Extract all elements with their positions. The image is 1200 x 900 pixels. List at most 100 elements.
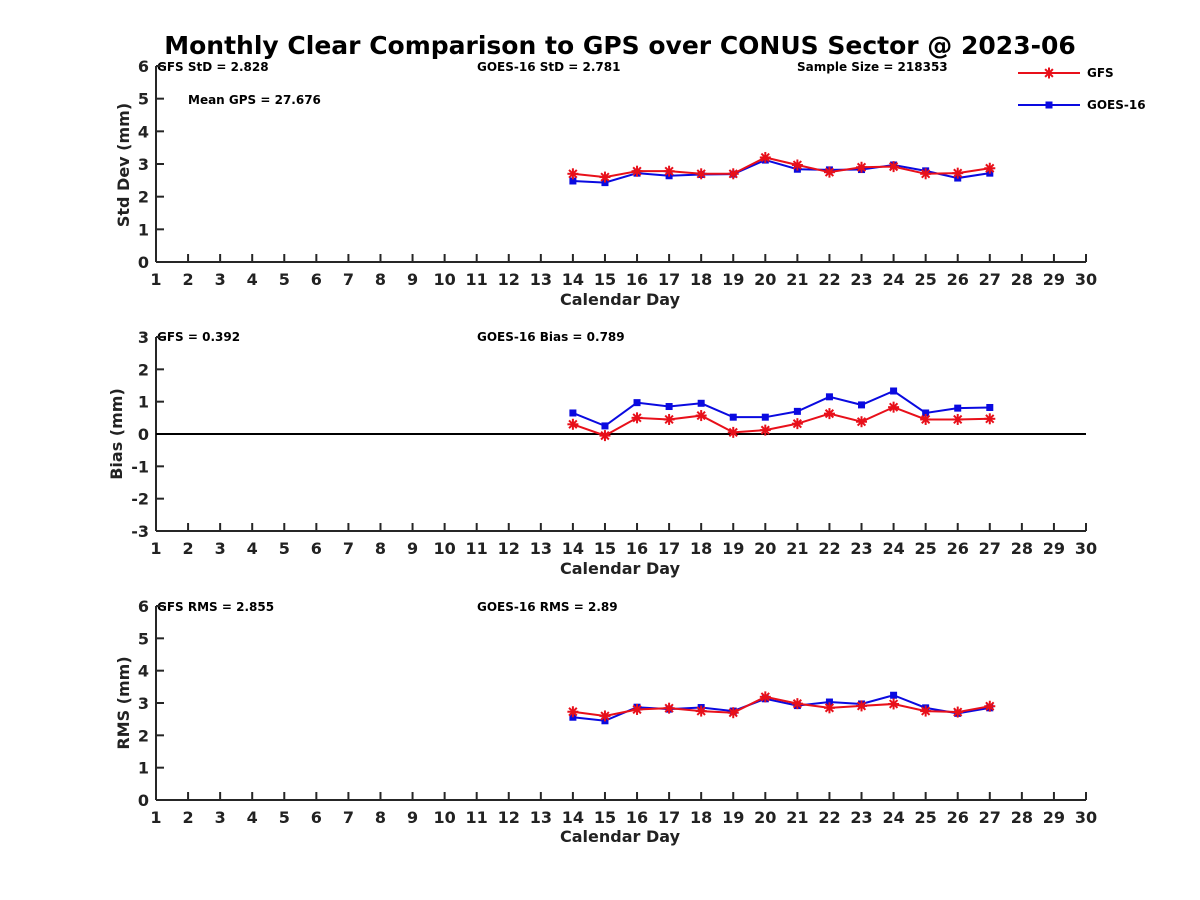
bias-x-tick-label: 8	[375, 539, 386, 558]
rms-x-tick-label: 7	[343, 808, 354, 827]
stddev-y-tick-label: 4	[138, 122, 149, 141]
bias-goes-point	[761, 413, 769, 421]
stddev-y-tick-label: 5	[138, 90, 149, 109]
bias-gfs-point	[952, 413, 964, 425]
bias-x-tick-label: 28	[1011, 539, 1033, 558]
rms-x-tick-label: 23	[850, 808, 872, 827]
rms-x-tick-label: 27	[979, 808, 1001, 827]
bias-gfs-point	[695, 410, 707, 422]
stddev-x-tick-label: 2	[182, 270, 193, 289]
bias-y-axis-label: Bias (mm)	[107, 388, 126, 480]
rms-x-tick-label: 20	[754, 808, 776, 827]
bias-x-tick-label: 24	[882, 539, 904, 558]
bias-y-tick-label: -2	[131, 490, 149, 509]
bias-goes-point	[858, 401, 866, 409]
stddev-x-tick-label: 13	[530, 270, 552, 289]
rms-x-tick-label: 18	[690, 808, 712, 827]
bias-gfs-point	[984, 413, 996, 425]
stddev-x-tick-label: 3	[215, 270, 226, 289]
rms-gfs-point	[920, 705, 932, 717]
rms-y-tick-label: 3	[138, 694, 149, 713]
stddev-x-tick-label: 12	[498, 270, 520, 289]
stddev-gfs-point	[663, 165, 675, 177]
rms-x-tick-label: 9	[407, 808, 418, 827]
stddev-gfs-point	[567, 168, 579, 180]
rms-gfs-point	[823, 702, 835, 714]
bias-x-tick-label: 26	[947, 539, 969, 558]
bias-x-tick-label: 22	[818, 539, 840, 558]
stddev-x-tick-label: 7	[343, 270, 354, 289]
stddev-gfs-point	[759, 151, 771, 163]
bias-x-tick-label: 20	[754, 539, 776, 558]
bias-gfs-point	[663, 413, 675, 425]
legend-gfs-marker	[1043, 67, 1055, 79]
rms-gfs-point	[759, 691, 771, 703]
stddev-x-tick-label: 29	[1043, 270, 1065, 289]
stddev-y-tick-label: 2	[138, 188, 149, 207]
rms-x-tick-label: 10	[433, 808, 455, 827]
bias-gfs-point	[567, 418, 579, 430]
rms-x-tick-label: 12	[498, 808, 520, 827]
rms-panel: RMS (mm) Calendar Day GFS RMS = 2.855 GO…	[114, 597, 1097, 846]
bias-x-tick-label: 19	[722, 539, 744, 558]
chart-title: Monthly Clear Comparison to GPS over CON…	[164, 31, 1076, 60]
stddev-gfs-point	[888, 161, 900, 173]
rms-plot-area: 1 2 3 4 5 6 7 8 9 10 11 12 13 14 15 16 17 18 19 20 21 22 23 24 2…	[138, 597, 1097, 827]
stddev-y-tick-label: 0	[138, 253, 149, 272]
bias-x-tick-label: 2	[182, 539, 193, 558]
stddev-x-axis-label: Calendar Day	[560, 290, 681, 309]
bias-x-tick-label: 30	[1075, 539, 1097, 558]
stddev-x-tick-label: 25	[915, 270, 937, 289]
stddev-y-tick-label: 3	[138, 155, 149, 174]
bias-x-tick-label: 7	[343, 539, 354, 558]
stddev-x-tick-label: 8	[375, 270, 386, 289]
stddev-x-tick-label: 26	[947, 270, 969, 289]
stddev-x-tick-label: 10	[433, 270, 455, 289]
rms-gfs-point	[791, 698, 803, 710]
rms-x-tick-label: 17	[658, 808, 680, 827]
stddev-goes-line	[572, 159, 990, 184]
bias-panel: Bias (mm) Calendar Day GFS = 0.392 GOES-…	[107, 328, 1097, 578]
rms-x-tick-label: 13	[530, 808, 552, 827]
bias-gfs-point	[920, 413, 932, 425]
bias-goes-point	[697, 399, 705, 407]
rms-x-axis-label: Calendar Day	[560, 827, 681, 846]
rms-x-tick-label: 16	[626, 808, 648, 827]
rms-gfs-point	[663, 702, 675, 714]
bias-goes-point	[890, 387, 898, 395]
goes-rms-annotation: GOES-16 RMS = 2.89	[477, 600, 618, 614]
rms-gfs-point	[856, 700, 868, 712]
rms-gfs-point	[695, 705, 707, 717]
bias-goes-point	[793, 407, 801, 415]
bias-x-tick-label: 21	[786, 539, 808, 558]
stddev-y-tick-label: 6	[138, 57, 149, 76]
rms-y-axis-label: RMS (mm)	[114, 656, 133, 749]
rms-y-tick-label: 6	[138, 597, 149, 616]
bias-gfs-point	[631, 412, 643, 424]
bias-y-tick-label: 0	[138, 425, 149, 444]
rms-gfs-point	[631, 703, 643, 715]
bias-x-tick-label: 11	[466, 539, 488, 558]
legend-gfs-asterisk	[1043, 67, 1055, 79]
bias-y-tick-label: 3	[138, 328, 149, 347]
bias-y-tick-label: -1	[131, 457, 149, 476]
bias-x-tick-label: 10	[433, 539, 455, 558]
bias-x-tick-label: 5	[279, 539, 290, 558]
bias-x-tick-label: 12	[498, 539, 520, 558]
goes-std-annotation: GOES-16 StD = 2.781	[477, 60, 620, 74]
rms-x-tick-label: 15	[594, 808, 616, 827]
bias-goes-point	[986, 403, 994, 411]
bias-gfs-point	[759, 424, 771, 436]
rms-x-tick-label: 8	[375, 808, 386, 827]
bias-x-tick-label: 15	[594, 539, 616, 558]
stddev-x-tick-label: 27	[979, 270, 1001, 289]
bias-x-tick-label: 6	[311, 539, 322, 558]
bias-goes-point	[825, 393, 833, 401]
mean-gps-annotation: Mean GPS = 27.676	[188, 93, 321, 107]
stddev-x-tick-label: 18	[690, 270, 712, 289]
bias-gfs-point	[823, 408, 835, 420]
stddev-x-tick-label: 14	[562, 270, 584, 289]
stddev-plot-area: 1 2 3 4 5 6 7 8 9 10 11 12 13 14 15 16 17 18 19 20 21 22 23 24 2…	[138, 57, 1097, 289]
bias-goes-point	[729, 413, 737, 421]
